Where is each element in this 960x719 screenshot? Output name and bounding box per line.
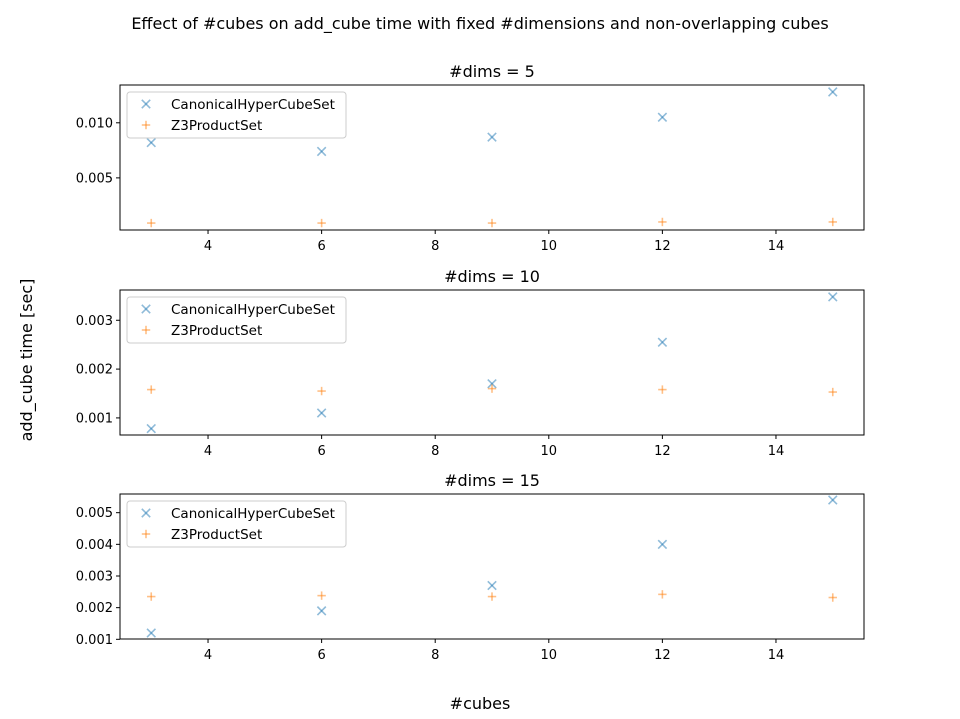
data-point-canonicalhypercubeset — [827, 292, 838, 302]
data-point-canonicalhypercubeset — [827, 87, 838, 97]
legend: CanonicalHyperCubeSet Z3ProductSet — [126, 91, 347, 139]
data-point-z3productset — [147, 385, 156, 394]
data-points — [146, 87, 838, 228]
data-point-z3productset — [658, 385, 667, 394]
y-tick-label: 0.001 — [76, 411, 113, 426]
data-point-z3productset — [317, 386, 326, 396]
x-tick-label: 14 — [768, 239, 785, 254]
data-point-z3productset — [828, 387, 837, 397]
legend-box — [126, 91, 347, 139]
figure-suptitle: Effect of #cubes on add_cube time with f… — [131, 14, 828, 34]
legend-label: CanonicalHyperCubeSet — [171, 506, 335, 522]
data-point-z3productset — [828, 217, 837, 227]
legend-label: CanonicalHyperCubeSet — [171, 97, 335, 113]
x-tick-label: 14 — [768, 648, 785, 663]
data-point-canonicalhypercubeset — [316, 146, 327, 157]
y-tick-label: 0.004 — [76, 538, 113, 553]
axes-frame — [119, 493, 865, 640]
x-tick-label: 4 — [204, 444, 212, 459]
subplot-title: #dims = 5 — [449, 62, 535, 81]
data-point-z3productset — [317, 218, 326, 228]
legend-box — [126, 296, 347, 344]
x-tick-label: 12 — [654, 239, 671, 254]
data-point-canonicalhypercubeset — [146, 628, 157, 638]
x-tick-label: 8 — [431, 239, 439, 254]
subplot-dims-panel: #dims = 5 4 6 8 10 12 14 0.005 0.010 CanonicalHyp… — [76, 62, 865, 254]
x-tick-label: 8 — [431, 444, 439, 459]
legend: CanonicalHyperCubeSet Z3ProductSet — [126, 500, 347, 548]
legend-marker-z3productset — [141, 325, 151, 335]
data-point-canonicalhypercubeset — [316, 606, 327, 616]
data-point-canonicalhypercubeset — [316, 408, 327, 418]
legend-marker-canonicalhypercubeset — [141, 304, 151, 314]
subplot-title: #dims = 10 — [444, 267, 540, 286]
data-point-canonicalhypercubeset — [146, 137, 157, 148]
y-tick-label: 0.010 — [76, 116, 113, 131]
y-tick-label: 0.002 — [76, 363, 113, 378]
figure-ylabel: add_cube time [sec] — [17, 279, 37, 442]
x-tick-label: 10 — [541, 444, 558, 459]
data-point-canonicalhypercubeset — [146, 423, 157, 434]
y-tick-label: 0.001 — [76, 633, 113, 648]
x-tick-label: 6 — [317, 648, 325, 663]
figure-xlabel: #cubes — [450, 694, 511, 713]
legend-label: Z3ProductSet — [171, 323, 262, 339]
subplot-dims-panel: #dims = 10 4 6 8 10 12 14 0.001 0.002 0.003 Canoni… — [76, 267, 865, 459]
data-point-canonicalhypercubeset — [487, 132, 497, 142]
axes-frame — [119, 289, 865, 436]
x-tick-label: 6 — [317, 444, 325, 459]
x-tick-label: 4 — [204, 239, 212, 254]
subplot-title: #dims = 15 — [444, 471, 540, 490]
data-point-z3productset — [487, 592, 497, 601]
legend-label: CanonicalHyperCubeSet — [171, 302, 335, 318]
legend-label: Z3ProductSet — [171, 527, 262, 543]
legend-label: Z3ProductSet — [171, 118, 262, 134]
data-point-canonicalhypercubeset — [657, 112, 668, 123]
x-tick-label: 12 — [654, 444, 671, 459]
data-points — [146, 292, 838, 434]
legend-marker-canonicalhypercubeset — [141, 99, 151, 109]
x-tick-label: 4 — [204, 648, 212, 663]
data-point-canonicalhypercubeset — [487, 378, 497, 389]
x-tick-label: 12 — [654, 648, 671, 663]
data-point-z3productset — [147, 218, 156, 228]
x-tick-label: 10 — [541, 239, 558, 254]
data-point-canonicalhypercubeset — [827, 495, 838, 505]
axes-frame — [119, 84, 865, 231]
x-tick-label: 10 — [541, 648, 558, 663]
legend-marker-canonicalhypercubeset — [141, 508, 151, 518]
data-point-z3productset — [658, 217, 667, 227]
x-tick-label: 6 — [317, 239, 325, 254]
legend-marker-z3productset — [141, 120, 151, 130]
legend-box — [126, 500, 347, 548]
subplot-panels: #dims = 5 4 6 8 10 12 14 0.005 0.010 CanonicalHyp… — [76, 62, 865, 663]
data-points — [146, 495, 838, 638]
data-point-canonicalhypercubeset — [487, 580, 497, 591]
legend-marker-z3productset — [141, 529, 151, 539]
y-tick-label: 0.005 — [76, 506, 113, 521]
y-tick-label: 0.002 — [76, 601, 113, 616]
x-tick-label: 8 — [431, 648, 439, 663]
y-tick-label: 0.005 — [76, 171, 113, 186]
data-point-z3productset — [317, 591, 326, 600]
data-point-z3productset — [658, 590, 667, 599]
x-tick-label: 14 — [768, 444, 785, 459]
data-point-z3productset — [147, 592, 156, 601]
y-tick-label: 0.003 — [76, 569, 113, 584]
data-point-canonicalhypercubeset — [657, 337, 668, 348]
data-point-z3productset — [828, 593, 837, 602]
data-point-canonicalhypercubeset — [657, 539, 668, 550]
subplot-dims-panel: #dims = 15 4 6 8 10 12 14 0.001 0.002 0.003 0.004 0… — [76, 471, 865, 663]
data-point-z3productset — [487, 218, 497, 228]
legend: CanonicalHyperCubeSet Z3ProductSet — [126, 296, 347, 344]
y-tick-label: 0.003 — [76, 314, 113, 329]
data-point-z3productset — [487, 384, 497, 393]
